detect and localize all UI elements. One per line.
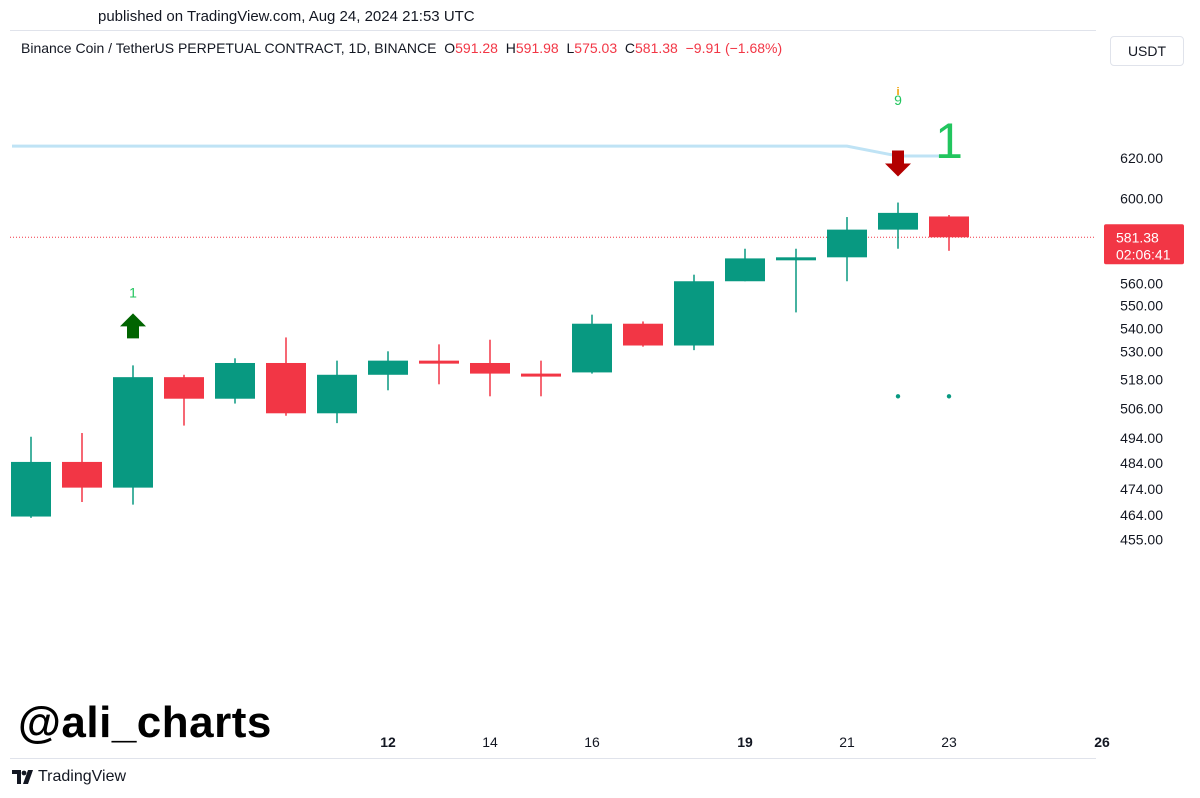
candle-body [776, 257, 816, 261]
candle-body [878, 212, 918, 230]
high-value: 591.98 [515, 40, 559, 56]
candle-body [521, 373, 561, 377]
open-value: 591.28 [455, 40, 498, 56]
price-tag-countdown: 02:06:41 [1116, 246, 1171, 262]
x-tick-label: 19 [737, 734, 753, 750]
info-marker-icon: i [896, 86, 899, 98]
tradingview-brand[interactable]: TradingView [12, 768, 126, 786]
candle-body [164, 377, 204, 399]
candle-body [623, 323, 663, 346]
y-tick-label: 455.00 [1120, 531, 1163, 547]
close-value: 581.38 [635, 40, 678, 56]
author-watermark: @ali_charts [18, 698, 272, 747]
candle-body [419, 360, 459, 364]
y-tick-label: 464.00 [1120, 507, 1163, 523]
candle-body [827, 229, 867, 258]
x-tick-label: 12 [380, 734, 396, 750]
signal-dot [946, 394, 952, 399]
y-tick-label: 600.00 [1120, 190, 1163, 206]
candle-body [317, 374, 357, 414]
y-tick-label: 620.00 [1120, 150, 1163, 166]
y-tick-label: 540.00 [1120, 320, 1163, 336]
change-value: −9.91 (−1.68%) [685, 40, 783, 56]
high-label: H [505, 40, 516, 56]
td-buy-label: 1 [129, 284, 137, 300]
candle-body [368, 360, 408, 375]
low-label: L [566, 40, 575, 56]
x-tick-label: 16 [584, 734, 600, 750]
candle-body [113, 377, 153, 488]
candle-body [266, 362, 306, 414]
tradingview-brand-label: TradingView [38, 768, 127, 785]
published-caption: published on TradingView.com, Aug 24, 20… [98, 8, 475, 25]
low-value: 575.03 [574, 40, 618, 56]
open-label: O [444, 40, 456, 56]
x-tick-label: 14 [482, 734, 498, 750]
x-tick-label: 23 [941, 734, 957, 750]
x-tick-label: 21 [839, 734, 855, 750]
candle-body [929, 216, 969, 238]
signal-dot [895, 394, 901, 399]
close-label: C [624, 40, 636, 56]
symbol-name: Binance Coin / TetherUS PERPETUAL CONTRA… [21, 40, 437, 56]
candle-body [725, 258, 765, 282]
price-tag-value: 581.38 [1116, 229, 1159, 245]
currency-button[interactable]: USDT [1110, 36, 1184, 66]
y-tick-label: 518.00 [1120, 372, 1163, 388]
price-tag-box [1104, 224, 1184, 265]
candle-body [62, 461, 102, 488]
y-tick-label: 550.00 [1120, 298, 1163, 314]
y-tick-label: 484.00 [1120, 455, 1163, 471]
candle-body [11, 461, 51, 517]
chart-frame[interactable] [10, 30, 1096, 759]
resistance-line [12, 144, 949, 158]
y-tick-label: 474.00 [1120, 481, 1163, 497]
sell-signal-arrow-icon [885, 150, 911, 177]
candle-body [215, 362, 255, 399]
y-tick-label: 494.00 [1120, 430, 1163, 446]
y-tick-label: 506.00 [1120, 400, 1163, 416]
x-tick-label: 26 [1094, 734, 1110, 750]
candle-body [470, 362, 510, 374]
candle-body [674, 281, 714, 346]
symbol-legend: Binance Coin / TetherUS PERPETUAL CONTRA… [21, 40, 782, 56]
tradingview-logo-icon [12, 770, 33, 784]
td-sell-setup-label: 9 [894, 92, 902, 108]
candle-body [572, 323, 612, 373]
td-count-label: 1 [935, 113, 963, 169]
y-tick-label: 530.00 [1120, 343, 1163, 359]
buy-signal-arrow-icon [120, 313, 146, 339]
y-tick-label: 560.00 [1120, 275, 1163, 291]
